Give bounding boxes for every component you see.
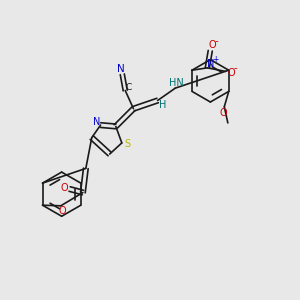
Text: +: + bbox=[212, 56, 218, 64]
Text: N: N bbox=[207, 59, 214, 69]
Text: HN: HN bbox=[169, 78, 184, 88]
Text: O: O bbox=[61, 183, 68, 193]
Text: C: C bbox=[126, 83, 132, 92]
Text: O: O bbox=[219, 108, 226, 118]
Text: -: - bbox=[215, 36, 219, 46]
Text: N: N bbox=[117, 64, 125, 74]
Text: O: O bbox=[209, 40, 216, 50]
Text: -: - bbox=[234, 63, 238, 74]
Text: N: N bbox=[93, 116, 100, 127]
Text: O: O bbox=[228, 68, 235, 78]
Text: S: S bbox=[124, 139, 130, 149]
Text: H: H bbox=[159, 100, 166, 110]
Text: O: O bbox=[58, 206, 66, 216]
